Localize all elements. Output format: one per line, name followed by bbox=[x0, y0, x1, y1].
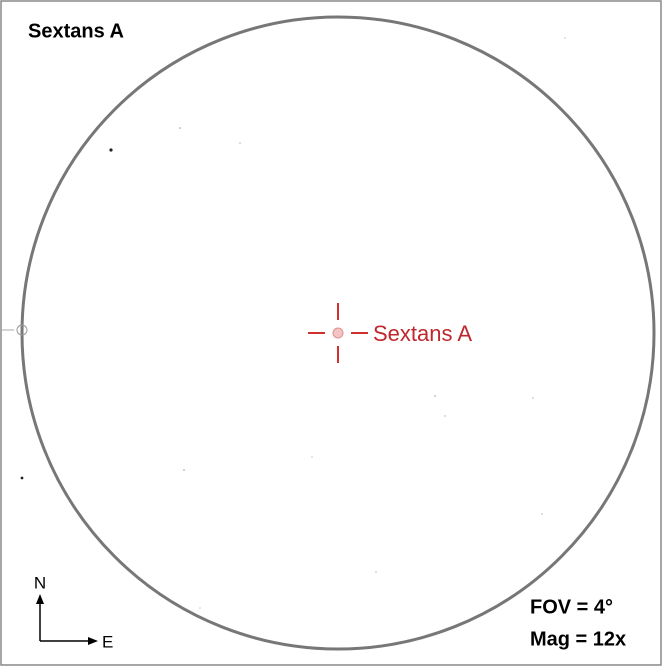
star bbox=[20, 476, 24, 480]
star bbox=[311, 456, 313, 458]
star bbox=[375, 571, 377, 573]
star bbox=[179, 127, 181, 129]
chart-title: Sextans A bbox=[28, 20, 124, 42]
east-label: E bbox=[102, 632, 113, 651]
crosshair bbox=[308, 303, 368, 363]
compass bbox=[39, 602, 90, 642]
star bbox=[109, 148, 113, 152]
star bbox=[239, 142, 241, 144]
star bbox=[434, 395, 436, 397]
star bbox=[532, 397, 534, 399]
fov-circle bbox=[20, 15, 656, 651]
target-marker bbox=[332, 327, 344, 339]
star bbox=[564, 37, 566, 39]
star bbox=[541, 513, 543, 515]
fov-label: FOV = 4° bbox=[530, 596, 613, 618]
stars bbox=[20, 37, 566, 609]
edge-marker bbox=[16, 324, 28, 336]
target-label: Sextans A bbox=[373, 321, 472, 346]
star bbox=[183, 469, 185, 471]
star bbox=[444, 415, 446, 417]
star bbox=[199, 607, 201, 609]
east-arrowhead bbox=[88, 637, 98, 645]
north-label: N bbox=[34, 573, 46, 592]
mag-label: Mag = 12x bbox=[530, 628, 626, 650]
north-arrowhead bbox=[36, 594, 44, 604]
